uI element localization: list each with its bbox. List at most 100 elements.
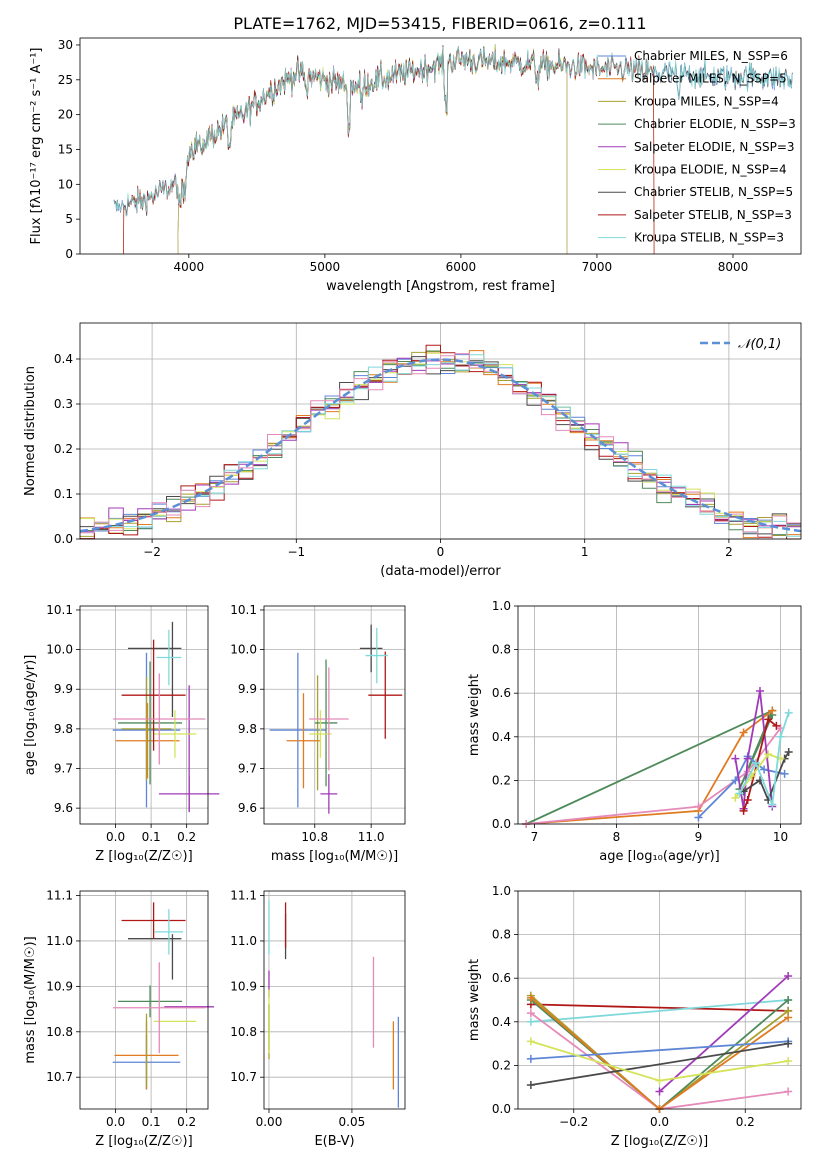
x-tick-label: 0: [437, 545, 445, 559]
y-tick-label: 10.9: [230, 979, 257, 993]
y-tick-label: 0.1: [54, 487, 73, 501]
mass-weight-marker: [760, 765, 769, 774]
y-axis-label: mass weight: [467, 959, 482, 1041]
y-tick-label: 0.4: [492, 1015, 511, 1029]
y-tick-label: 9.6: [238, 801, 257, 815]
plot-frame: [79, 322, 802, 540]
legend-entry: Salpeter ELODIE, N_SSP=3: [634, 140, 795, 154]
y-tick-label: 10.9: [46, 979, 73, 993]
plot-frame: [263, 890, 406, 1110]
x-tick-label: 8: [613, 830, 621, 844]
figure-title: PLATE=1762, MJD=53415, FIBERID=0616, z=0…: [233, 14, 646, 33]
mass-weight-line: [658, 975, 789, 1093]
legend-entry: Chabrier ELODIE, N_SSP=3: [634, 117, 796, 131]
normal-curve: [79, 358, 802, 533]
y-tick-label: 9.8: [54, 722, 73, 736]
mass-weight-marker: [731, 754, 740, 763]
legend-entry: Kroupa MILES, N_SSP=4: [634, 94, 779, 108]
x-tick-label: 5000: [310, 260, 341, 274]
x-tick-label: 7000: [582, 260, 613, 274]
x-tick-label: 1: [581, 545, 589, 559]
x-axis-label: mass [log₁₀(M/M☉)]: [271, 849, 398, 864]
x-tick-label: 7: [531, 830, 539, 844]
x-tick-label: 8000: [718, 260, 749, 274]
legend-entry: Salpeter STELIB, N_SSP=3: [634, 208, 792, 222]
plot-frame: [79, 605, 209, 825]
y-axis-label: mass weight: [467, 674, 482, 756]
y-axis-label: Normed distribution: [23, 366, 38, 496]
spectrum-line: [113, 46, 793, 217]
x-tick-label: 0.2: [177, 1115, 196, 1129]
legend-entry: Kroupa ELODIE, N_SSP=4: [634, 163, 787, 177]
legend-entry: Kroupa STELIB, N_SSP=3: [634, 231, 784, 245]
x-axis-label: Z [log₁₀(Z/Z☉)]: [611, 1134, 708, 1149]
mass-weight-marker: [751, 758, 760, 767]
mass-weight-marker: [784, 996, 793, 1004]
y-tick-label: 10.0: [46, 643, 73, 657]
x-tick-label: 0.1: [142, 1115, 161, 1129]
legend-entry: Chabrier STELIB, N_SSP=5: [634, 185, 793, 199]
mass-weight-marker: [784, 1039, 793, 1048]
plot-frame: [79, 890, 209, 1110]
mass-weight-vs-metallicity-panel: −0.2 0.0 0.2 0.0 0.2 0.4 0.6 0.8 1.0 Z [log₁₀(Z/Z…: [467, 884, 802, 1149]
x-tick-label: 0.0: [106, 1115, 125, 1129]
mass-weight-marker: [526, 993, 535, 1002]
y-tick-label: 0.6: [492, 971, 511, 985]
x-tick-label: 0.2: [177, 830, 196, 844]
y-tick-label: 0.8: [492, 928, 511, 942]
age-vs-mass-panel: 10.8 11.0 9.6 9.7 9.8 9.9 10.0 10.1 mass [log₁₀(…: [230, 603, 406, 864]
mass-weight-marker: [526, 1054, 535, 1063]
y-tick-label: 0.0: [492, 1102, 511, 1116]
residual-histogram-panel: −2 −1 0 1 2 0.0 0.1 0.2 0.3 0.4 (data-model)/error…: [23, 322, 802, 579]
x-axis-label: (data-model)/error: [380, 564, 501, 579]
legend-entry: Salpeter MILES, N_SSP=5: [634, 72, 787, 86]
x-tick-label: 6000: [446, 260, 477, 274]
x-tick-label: 0.00: [256, 1115, 283, 1129]
mass-weight-line: [526, 709, 773, 825]
age-vs-metallicity-panel: 0.0 0.1 0.2 9.6 9.7 9.8 9.9 10.0 10.1 Z [log₁₀(Z/…: [23, 603, 220, 864]
mass-weight-marker: [526, 1009, 535, 1018]
mass-weight-line: [742, 717, 777, 812]
legend-entry: Chabrier MILES, N_SSP=6: [634, 49, 788, 63]
y-tick-label: 10.0: [230, 643, 257, 657]
x-tick-label: −1: [287, 545, 305, 559]
mass-weight-vs-age-panel: 7 8 9 10 0.0 0.2 0.4 0.6 0.8 1.0 age [log₁₀(age/yr…: [467, 599, 802, 864]
mass-weight-marker: [731, 776, 740, 785]
y-axis-label: age [log₁₀(age/yr)]: [23, 655, 38, 776]
mass-vs-ebv-panel: 0.00 0.05 10.7 10.8 10.9 11.0 11.1 E(B-V): [230, 889, 406, 1149]
y-tick-label: 15: [58, 142, 73, 156]
y-tick-label: 11.1: [230, 889, 257, 903]
y-tick-label: 25: [58, 73, 73, 87]
y-tick-label: 10.7: [230, 1070, 257, 1084]
y-tick-label: 11.1: [46, 889, 73, 903]
x-tick-label: 10: [773, 830, 788, 844]
mass-weight-line: [530, 1003, 789, 1012]
x-tick-label: 0.0: [650, 1115, 669, 1129]
x-tick-label: 10.8: [301, 830, 328, 844]
mass-weight-marker: [784, 748, 793, 757]
legend-entry: 𝒩(0,1): [738, 337, 781, 352]
spectrum-panel: 4000 5000 6000 7000 8000 0 5 10 15 20 25 30 waveleng…: [29, 37, 802, 294]
mass-weight-marker: [776, 732, 785, 741]
mass-weight-marker: [739, 728, 748, 737]
y-tick-label: 30: [58, 38, 73, 52]
mass-weight-marker: [739, 806, 748, 815]
mass-weight-line: [530, 999, 789, 1023]
y-tick-label: 10: [58, 177, 73, 191]
y-tick-label: 0.3: [54, 397, 73, 411]
mass-weight-marker: [694, 813, 703, 822]
y-tick-label: 20: [58, 108, 73, 122]
y-tick-label: 0: [65, 247, 73, 261]
y-tick-label: 0.4: [492, 730, 511, 744]
mass-weight-marker: [694, 802, 703, 811]
y-tick-label: 9.7: [54, 762, 73, 776]
mass-vs-metallicity-panel: 0.0 0.1 0.2 10.7 10.8 10.9 11.0 11.1 Z [log₁₀(Z/…: [23, 889, 215, 1149]
y-tick-label: 5: [65, 212, 73, 226]
y-tick-label: 11.0: [46, 934, 73, 948]
mass-weight-marker: [784, 1013, 793, 1022]
y-tick-label: 9.8: [238, 722, 257, 736]
mass-weight-marker: [780, 769, 789, 778]
mass-weight-marker: [764, 715, 773, 724]
